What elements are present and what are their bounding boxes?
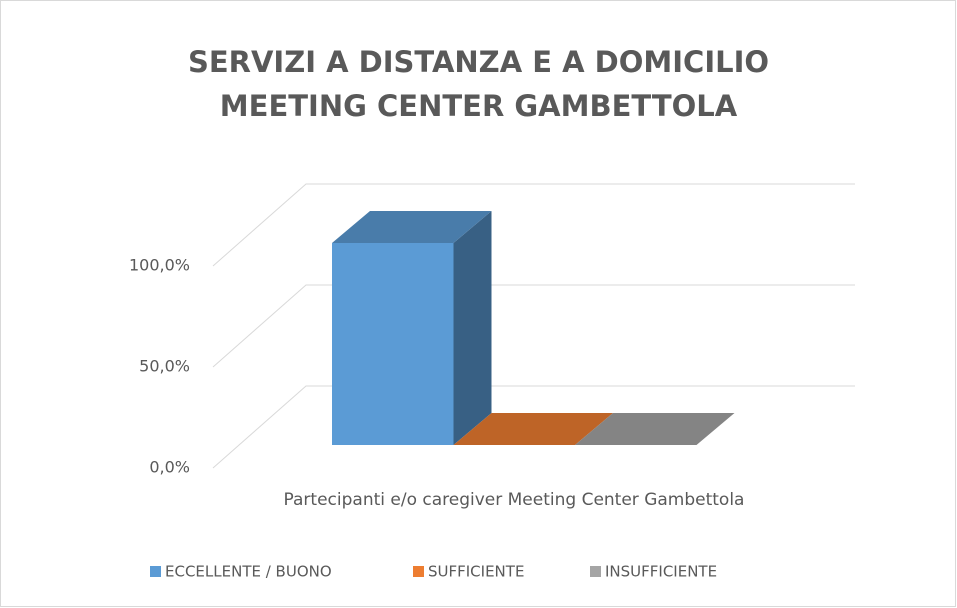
legend-label: SUFFICIENTE [428, 563, 524, 581]
y-tick-label: 100,0% [129, 256, 190, 275]
bar-front [332, 243, 454, 445]
bar-top [332, 211, 492, 243]
y-tick-label: 0,0% [149, 458, 190, 477]
grid-line [212, 385, 855, 469]
bar-top [575, 413, 735, 445]
legend-label: ECCELLENTE / BUONO [165, 563, 332, 581]
x-tick-label: Partecipanti e/o caregiver Meeting Cente… [283, 490, 745, 510]
bar-top [453, 413, 613, 445]
bar-side [453, 211, 492, 445]
y-tick-label: 50,0% [139, 357, 190, 376]
legend-swatch [150, 566, 161, 577]
legend-swatch [590, 566, 601, 577]
grid-line [212, 183, 855, 267]
grid-line [212, 284, 855, 368]
chart-title: SERVIZI A DISTANZA E A DOMICILIO MEETING… [187, 45, 770, 123]
legend-swatch [413, 566, 424, 577]
legend-label: INSUFFICIENTE [605, 563, 717, 581]
